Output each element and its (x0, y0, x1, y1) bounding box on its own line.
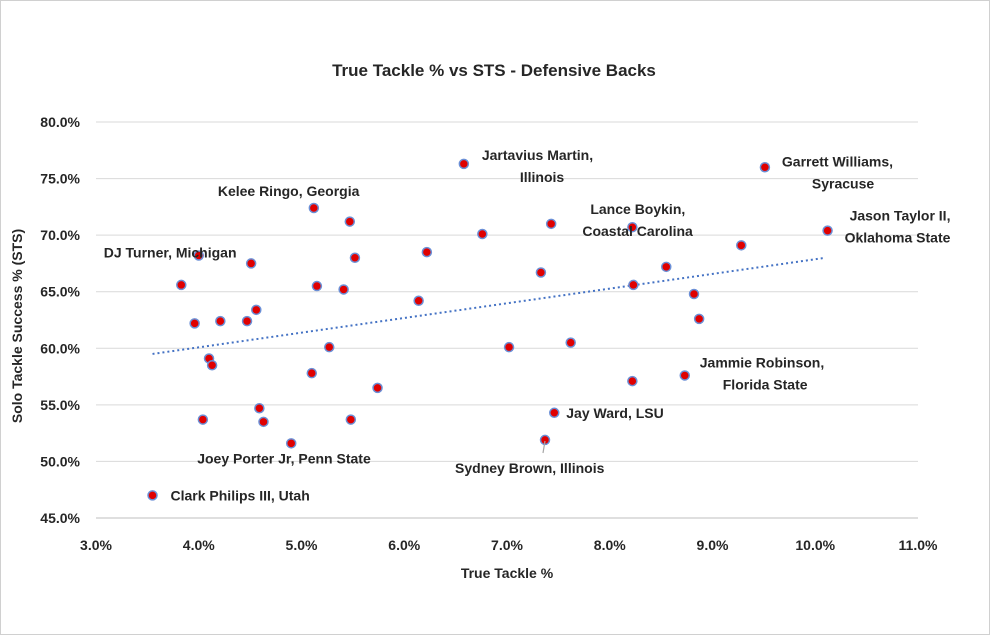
data-point (413, 295, 424, 307)
point-label: Clark Philips III, Utah (171, 487, 310, 503)
data-point (251, 304, 262, 316)
data-point (822, 225, 833, 236)
y-tick-label: 70.0% (40, 227, 80, 243)
data-points (147, 158, 833, 501)
point-label: DJ Turner, Michigan (104, 245, 237, 261)
data-point (736, 240, 747, 251)
point-label: Joey Porter Jr, Penn State (197, 450, 371, 466)
data-point (258, 416, 269, 428)
y-tick-label: 50.0% (40, 453, 80, 469)
data-point (477, 228, 488, 240)
data-point (503, 341, 515, 353)
sydney-brown-leader-line (542, 440, 546, 454)
data-point (545, 218, 557, 230)
point-label: Lance Boykin, Coastal Carolina (582, 201, 693, 239)
y-axis-label: Solo Tackle Success % (STS) (9, 229, 25, 423)
x-tick-label: 11.0% (899, 537, 938, 553)
data-point (349, 252, 361, 264)
x-tick-label: 4.0% (183, 537, 215, 553)
y-tick-labels: 45.0% 50.0% 55.0% 60.0% 65.0% 70.0% 75.0% 80.0% (40, 114, 80, 526)
data-point (308, 202, 320, 214)
data-point (759, 162, 771, 173)
x-tick-labels: 3.0% 4.0% 5.0% 6.0% 7.0% 8.0% 9.0% 10.0% 11.0% (80, 537, 938, 553)
data-point (345, 414, 357, 425)
data-point (176, 279, 187, 291)
data-point (241, 315, 253, 327)
y-tick-label: 45.0% (40, 510, 80, 526)
y-tick-label: 55.0% (40, 397, 80, 413)
data-point (628, 279, 639, 291)
data-point (535, 267, 547, 278)
data-point (311, 280, 323, 292)
data-point (323, 341, 335, 353)
data-point (693, 313, 705, 325)
trendline (152, 256, 826, 355)
point-label: Jartavius Martin, Illinois (482, 147, 593, 185)
y-tick-label: 75.0% (40, 171, 80, 187)
x-tick-label: 10.0% (795, 537, 835, 553)
y-tick-label: 65.0% (40, 284, 80, 300)
point-label: Kelee Ringo, Georgia (218, 183, 360, 199)
chart-title: True Tackle % vs STS - Defensive Backs (332, 61, 656, 80)
x-tick-label: 7.0% (491, 537, 523, 553)
data-point (627, 375, 638, 387)
point-labels: Clark Philips III, Utah DJ Turner, Michig… (104, 147, 951, 504)
data-point (565, 337, 576, 348)
x-tick-label: 8.0% (594, 537, 626, 553)
data-point (245, 258, 257, 269)
data-point (627, 221, 638, 233)
data-point (193, 250, 204, 261)
data-point (661, 261, 672, 273)
point-label: Jason Taylor II, Oklahoma State (845, 208, 951, 246)
data-point (206, 360, 218, 371)
data-point (197, 414, 209, 425)
gridlines (96, 121, 918, 462)
data-point (344, 216, 356, 227)
data-point (254, 403, 265, 414)
data-point (215, 315, 226, 327)
x-axis-label: True Tackle % (461, 565, 554, 581)
data-point (421, 246, 433, 258)
point-label: Jammie Robinson, Florida State (700, 354, 824, 392)
data-point (285, 438, 297, 449)
x-tick-label: 9.0% (697, 537, 729, 553)
x-tick-label: 3.0% (80, 537, 112, 553)
x-tick-label: 5.0% (286, 537, 318, 553)
data-point (338, 284, 349, 295)
point-label: Sydney Brown, Illinois (455, 460, 605, 476)
data-point (688, 288, 700, 300)
data-point (189, 318, 200, 329)
data-point (679, 370, 691, 381)
data-point (458, 158, 470, 170)
y-tick-label: 60.0% (40, 340, 80, 356)
x-tick-label: 6.0% (388, 537, 420, 553)
data-point (306, 367, 318, 379)
y-tick-label: 80.0% (40, 114, 80, 130)
data-point (372, 382, 383, 394)
data-point (549, 407, 560, 419)
point-label: Garrett Williams, Syracuse (782, 153, 893, 191)
point-label: Jay Ward, LSU (566, 405, 664, 421)
data-point (147, 490, 158, 501)
